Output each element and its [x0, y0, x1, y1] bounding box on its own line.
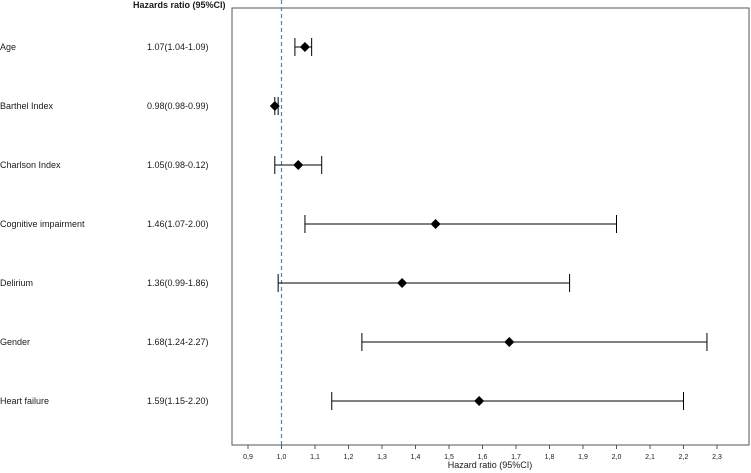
x-tick-label: 1,3 — [377, 454, 387, 461]
row-hr-text: 1.07(1.04-1.09) — [147, 42, 209, 52]
x-tick-label: 2,0 — [612, 454, 622, 461]
row-label: Charlson Index — [0, 160, 61, 170]
row-label: Heart failure — [0, 396, 50, 406]
hr-marker — [269, 101, 280, 111]
x-tick-label: 1,8 — [545, 454, 555, 461]
hr-marker — [430, 219, 441, 229]
row-label: Cognitive impairment — [0, 219, 85, 229]
x-tick-label: 1,1 — [310, 454, 320, 461]
row-hr-text: 1.59(1.15-2.20) — [147, 396, 209, 406]
row-hr-text: 1.36(0.99-1.86) — [147, 278, 209, 288]
x-tick-label: 2,1 — [645, 454, 655, 461]
x-tick-label: 1,4 — [411, 454, 421, 461]
row-hr-text: 1.05(0.98-0.12) — [147, 160, 209, 170]
x-tick-label: 2,2 — [679, 454, 689, 461]
row-label: Gender — [0, 337, 31, 347]
hr-marker — [504, 337, 515, 347]
x-tick-label: 1,6 — [478, 454, 488, 461]
plot-frame — [231, 7, 750, 446]
x-tick-label: 1,5 — [444, 454, 454, 461]
hr-marker — [397, 278, 408, 288]
x-tick-label: 0,9 — [243, 454, 253, 461]
row-hr-text: 0.98(0.98-0.99) — [147, 101, 209, 111]
row-hr-text: 1.46(1.07-2.00) — [147, 219, 209, 229]
hr-marker — [293, 160, 304, 170]
x-tick-label: 1,7 — [511, 454, 521, 461]
x-tick-label: 2,3 — [712, 454, 722, 461]
row-label: Barthel Index — [0, 101, 54, 111]
row-label: Delirium — [0, 278, 34, 288]
row-hr-text: 1.68(1.24-2.27) — [147, 337, 209, 347]
hr-marker — [299, 42, 310, 52]
x-tick-label: 1,0 — [277, 454, 287, 461]
x-tick-label: 1,9 — [578, 454, 588, 461]
x-tick-label: 1,2 — [344, 454, 354, 461]
x-axis-title: Hazard ratio (95%CI) — [448, 460, 533, 470]
hr-marker — [474, 396, 485, 406]
row-label: Age — [0, 42, 17, 52]
hr-column-header: Hazards ratio (95%CI) — [133, 0, 226, 10]
